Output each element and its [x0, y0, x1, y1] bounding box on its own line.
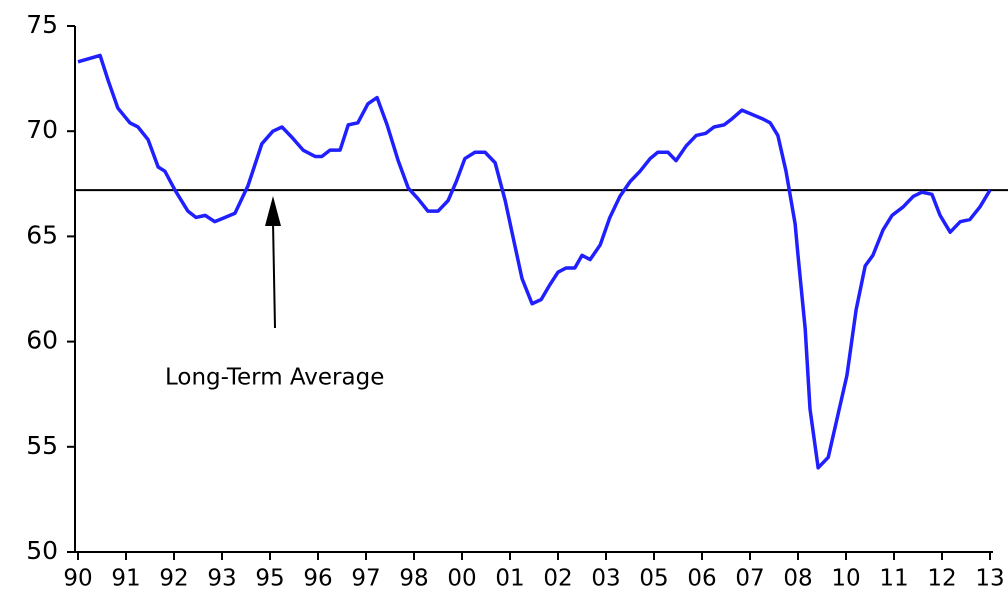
x-tick-label: 90	[63, 566, 92, 592]
y-tick-label: 70	[26, 115, 58, 144]
data-line	[77, 53, 992, 470]
x-tick-label: 06	[687, 566, 716, 592]
x-tick-label: 98	[399, 566, 428, 592]
y-tick-label: 60	[26, 326, 58, 355]
x-tick-label: 91	[111, 566, 140, 592]
y-tick-label: 50	[26, 536, 58, 565]
x-tick-label: 00	[447, 566, 476, 592]
x-tick-label: 05	[639, 566, 668, 592]
x-tick-label: 02	[543, 566, 572, 592]
y-tick-label: 75	[26, 10, 58, 39]
y-tick-label: 55	[26, 431, 58, 460]
annotation-text: Long-Term Average	[165, 365, 384, 391]
y-tick-label: 65	[26, 220, 58, 249]
x-tick-label: 93	[207, 566, 236, 592]
x-tick-label: 08	[783, 566, 812, 592]
x-tick-label: 01	[495, 566, 524, 592]
x-tick-label: 95	[255, 566, 284, 592]
annotation-arrow-shaft	[272, 221, 276, 329]
x-tick-label: 07	[735, 566, 764, 592]
x-tick-label: 12	[927, 566, 956, 592]
x-tick-label: 10	[831, 566, 860, 592]
x-tick-label: 96	[303, 566, 332, 592]
x-tick-label: 11	[879, 566, 908, 592]
annotation-arrow-head	[265, 196, 281, 226]
x-tick-label: 03	[591, 566, 620, 592]
x-tick-label: 92	[159, 566, 188, 592]
x-tick-label: 13	[975, 566, 1004, 592]
x-tick-label: 97	[351, 566, 380, 592]
